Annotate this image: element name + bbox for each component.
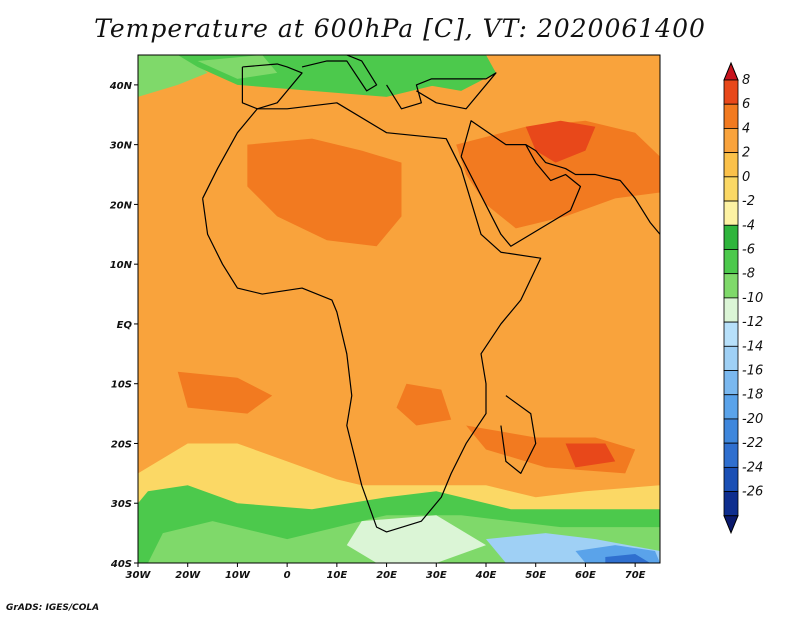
temperature-region-sahara-warm — [247, 138, 402, 247]
colorbar-label: -10 — [742, 291, 763, 306]
coastline-6 — [386, 72, 497, 110]
coastline-4 — [241, 63, 303, 110]
colorbar-swatch — [723, 370, 739, 396]
lon-tick-label: 10E — [326, 570, 347, 581]
colorbar-label: 8 — [742, 73, 750, 88]
lon-tick-label: 30W — [126, 570, 152, 581]
temperature-region-iran-hot — [525, 120, 596, 163]
lon-tick-label: 60E — [575, 570, 596, 581]
coastline-2 — [460, 120, 582, 247]
colorbar-label: -24 — [742, 460, 763, 475]
colorbar-swatch — [723, 491, 739, 517]
temperature-region-iberia-light — [197, 55, 278, 79]
coastline-1 — [500, 395, 537, 474]
temperature-region-south-darkblue — [605, 554, 651, 563]
colorbar-swatch — [723, 466, 739, 492]
lat-tick-label: 10N — [110, 260, 133, 271]
chart-title: Temperature at 600hPa [C], VT: 202006140… — [94, 14, 706, 43]
colorbar-swatch — [723, 345, 739, 371]
colorbar-swatch — [723, 273, 739, 299]
colorbar-swatch — [723, 442, 739, 468]
lon-tick-label: 70E — [625, 570, 646, 581]
colorbar-label: 2 — [742, 146, 750, 161]
lat-tick-label: 40N — [109, 81, 133, 92]
colorbar-swatch — [723, 249, 739, 275]
lon-tick-label: 20W — [175, 570, 201, 581]
temperature-region-north-atlantic-cold — [138, 55, 208, 97]
colorbar-label: 4 — [742, 121, 750, 136]
colorbar-label: -26 — [742, 485, 763, 500]
colorbar-swatch — [723, 224, 739, 250]
colorbar-label: -16 — [742, 364, 763, 379]
coastline-5 — [301, 55, 378, 92]
temperature-region-arabia-warm — [456, 120, 660, 229]
temperature-region-southeast-atlantic-warm — [177, 371, 273, 414]
colorbar-swatch — [723, 394, 739, 420]
temperature-region-east-med-green — [426, 55, 496, 91]
temperature-region-zambia-warm — [396, 383, 452, 426]
colorbar-top-arrow — [723, 61, 739, 81]
colorbar-label: -22 — [742, 436, 763, 451]
temperature-field-layer — [138, 55, 660, 563]
colorbar-swatch — [723, 79, 739, 105]
longitude-axis: 30W 20W 10W 0 10E 20E 30E 40E 50E 60E 70E — [126, 563, 646, 581]
colorbar-swatch — [723, 103, 739, 129]
colorbar-swatch — [723, 321, 739, 347]
colorbar-label: -18 — [742, 388, 763, 403]
lon-tick-label: 40E — [475, 570, 497, 581]
lon-tick-label: 10W — [225, 570, 251, 581]
lat-tick-label: 30N — [110, 141, 133, 152]
colorbar-label: 6 — [742, 97, 750, 112]
coastline-3 — [525, 144, 660, 235]
colorbar-swatch — [723, 200, 739, 226]
lon-tick-label: 0 — [284, 570, 291, 581]
lat-tick-label: 20S — [111, 439, 132, 450]
colorbar-label: -6 — [742, 242, 755, 257]
colorbar-label: 0 — [742, 170, 750, 185]
coastline-0 — [202, 102, 542, 533]
latitude-axis: 40N 30N 20N 10N EQ 10S 20S 30S 40S — [109, 81, 138, 570]
lon-tick-label: 30E — [426, 570, 447, 581]
colorbar-swatch — [723, 176, 739, 202]
colorbar-swatch — [723, 418, 739, 444]
lat-tick-label: 20N — [110, 200, 133, 211]
colorbar-bottom-arrow — [723, 515, 739, 535]
colorbar-swatch — [723, 128, 739, 154]
temperature-region-south-pale — [346, 515, 486, 563]
colorbar-legend: 8 6 4 2 0 -2 -4 -6 -8 -10 -12 -14 -16 -18 -20 -22 -24 -26 — [723, 61, 763, 535]
colorbar-label: -20 — [742, 412, 763, 427]
colorbar-label: -12 — [742, 315, 763, 330]
lon-tick-label: 50E — [525, 570, 546, 581]
colorbar-label: -4 — [742, 218, 755, 233]
lat-tick-label: 40S — [110, 559, 132, 570]
colorbar-label: -14 — [742, 339, 763, 354]
lon-tick-label: 20E — [376, 570, 397, 581]
lat-tick-label: 10S — [111, 380, 132, 391]
grads-credit: GrADS: IGES/COLA — [6, 603, 100, 613]
lat-tick-label: EQ — [117, 320, 133, 331]
lat-tick-label: 30S — [111, 499, 132, 510]
map-frame — [137, 54, 661, 564]
colorbar-label: -2 — [742, 194, 755, 209]
temperature-region-reunion-hot — [565, 443, 616, 468]
colorbar-label: -8 — [742, 267, 755, 282]
colorbar-swatch — [723, 152, 739, 178]
coastline-layer — [202, 55, 660, 533]
colorbar-swatch — [723, 297, 739, 323]
